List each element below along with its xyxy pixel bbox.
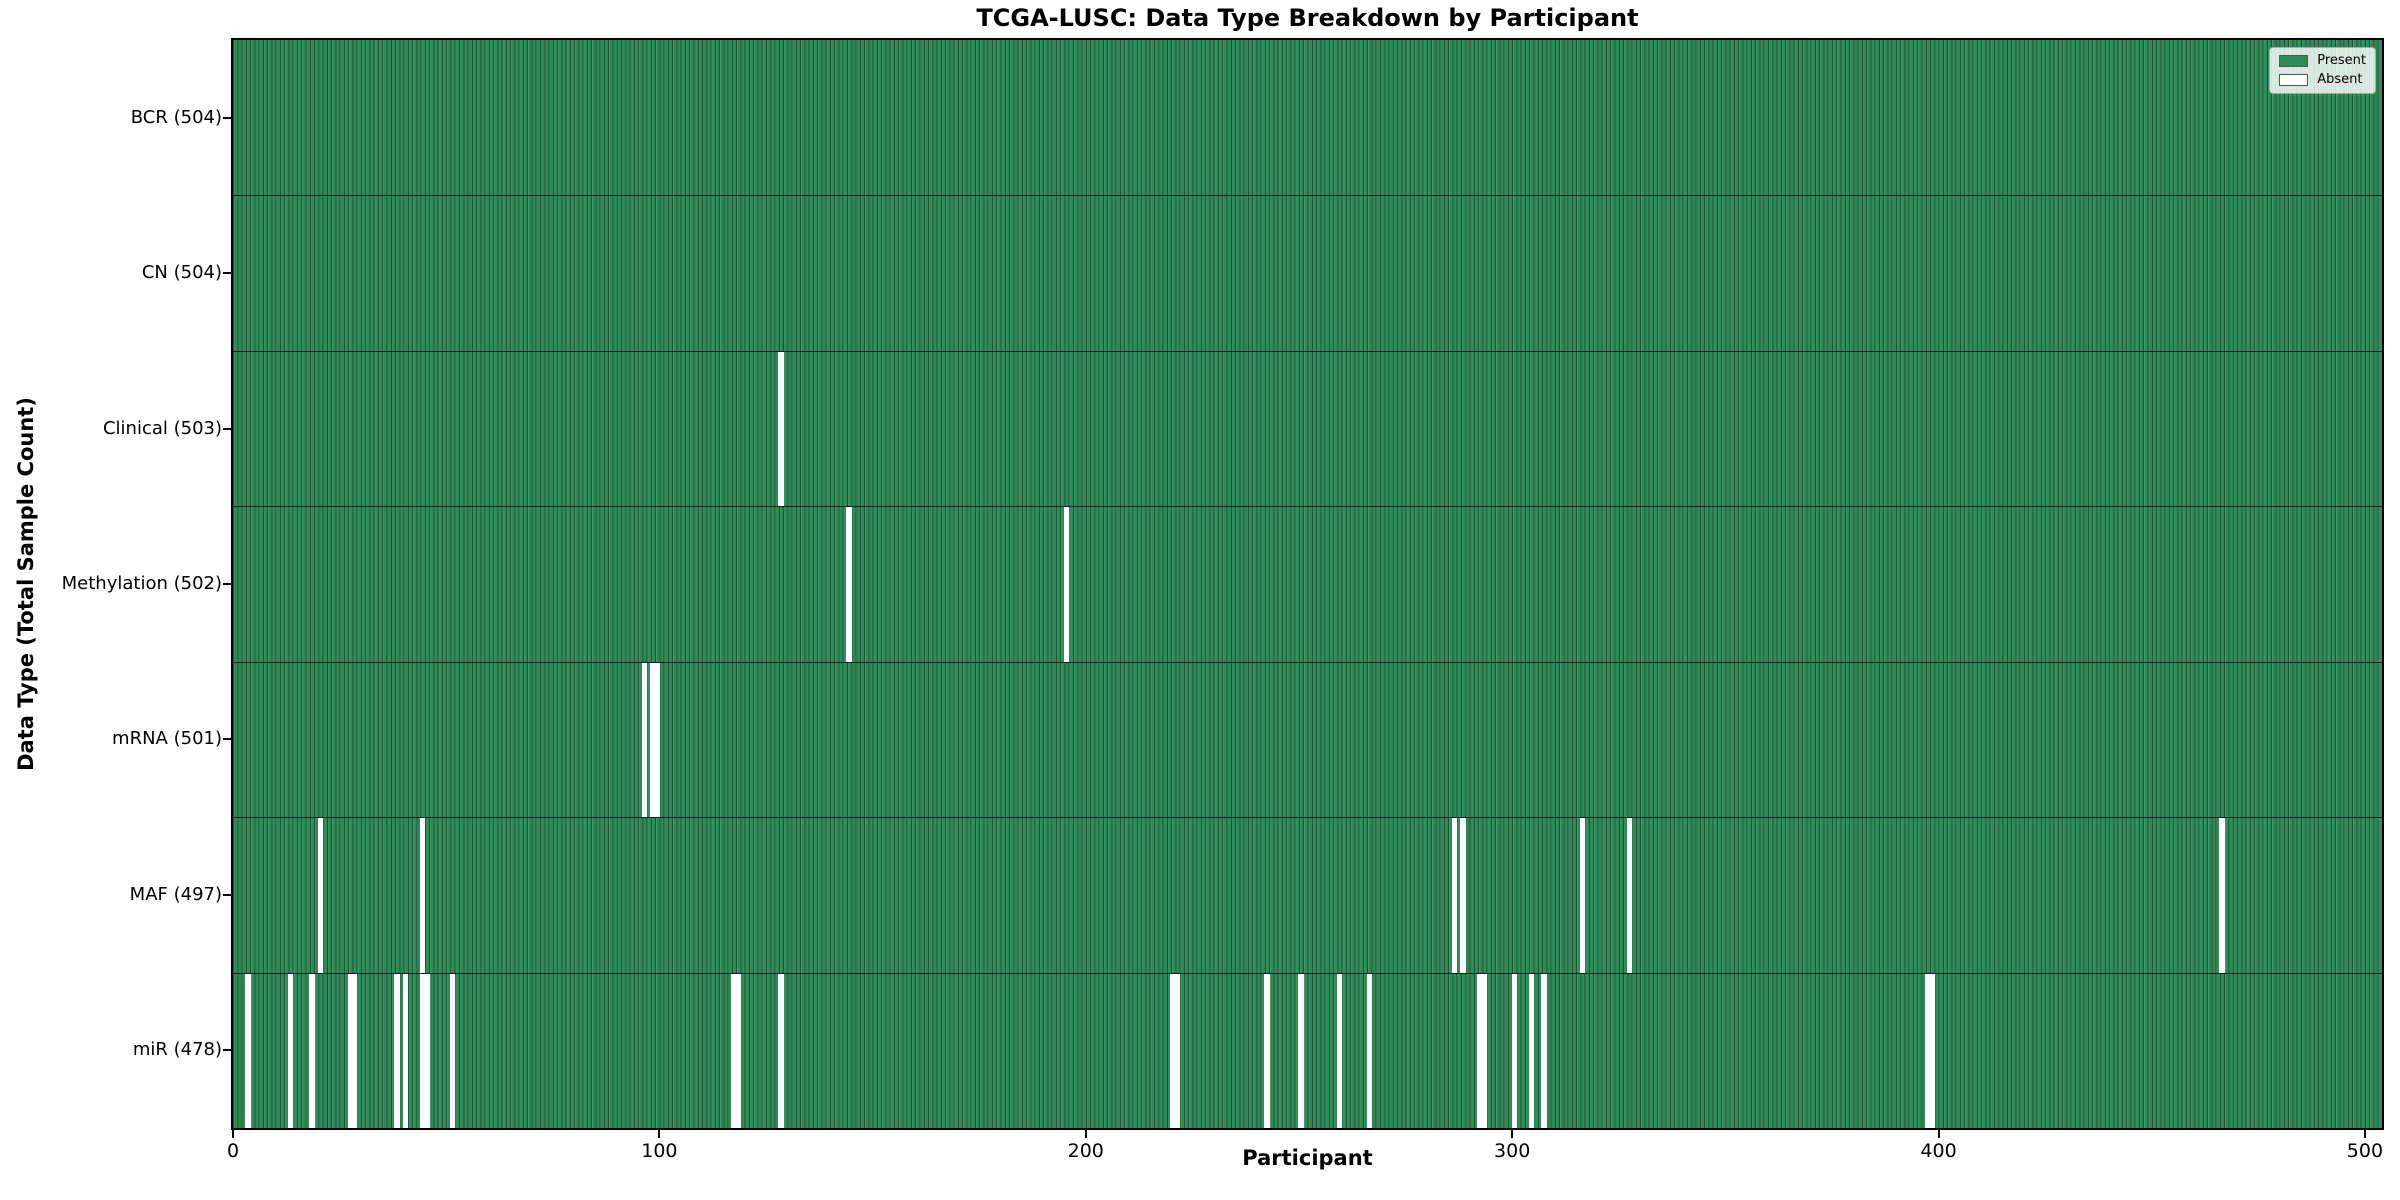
absent-gap-maf-327 bbox=[1626, 818, 1633, 973]
absent-gap-mir-220 bbox=[1170, 973, 1176, 1128]
row-clinical bbox=[233, 350, 2382, 507]
y-tick-mark-maf bbox=[223, 893, 231, 896]
y-tick-label-mrna: mRNA (501) bbox=[112, 728, 222, 750]
legend-label: Absent bbox=[2317, 72, 2363, 87]
absent-gap-mrna-96 bbox=[641, 662, 648, 818]
absent-gap-mir-40 bbox=[402, 973, 409, 1128]
legend-swatch-absent bbox=[2279, 74, 2309, 86]
y-tick-label-bcr: BCR (504) bbox=[130, 106, 222, 128]
absent-gap-mir-259 bbox=[1336, 973, 1343, 1128]
y-tick-label-methylation: Methylation (502) bbox=[61, 573, 222, 594]
row-maf bbox=[233, 817, 2382, 973]
legend-item-present: Present bbox=[2279, 54, 2366, 68]
absent-gap-maf-316 bbox=[1579, 818, 1586, 973]
x-tick-mark-400 bbox=[1937, 1130, 1940, 1138]
x-tick-mark-500 bbox=[2363, 1130, 2366, 1138]
y-tick-mark-mir bbox=[223, 1049, 231, 1052]
legend-item-absent: Absent bbox=[2279, 73, 2366, 87]
x-tick-mark-200 bbox=[1084, 1130, 1087, 1138]
y-tick-label-mir: miR (478) bbox=[132, 1039, 222, 1061]
x-tick-label-300: 300 bbox=[1494, 1140, 1531, 1162]
absent-gap-mir-221 bbox=[1174, 973, 1181, 1128]
row-bcr bbox=[233, 40, 2382, 196]
absent-gap-maf-44 bbox=[420, 818, 426, 973]
absent-gap-mir-250 bbox=[1298, 973, 1304, 1128]
x-tick-mark-100 bbox=[658, 1130, 661, 1138]
row-mrna bbox=[233, 661, 2382, 818]
x-tick-label-100: 100 bbox=[641, 1140, 678, 1162]
chart-title: TCGA-LUSC: Data Type Breakdown by Partic… bbox=[976, 4, 1639, 32]
absent-gap-mir-307 bbox=[1541, 973, 1547, 1128]
x-tick-label-0: 0 bbox=[226, 1140, 240, 1162]
absent-gap-maf-466 bbox=[2219, 818, 2225, 973]
absent-gap-maf-288 bbox=[1460, 818, 1466, 973]
absent-gap-mir-38 bbox=[394, 973, 400, 1128]
y-tick-mark-mrna bbox=[223, 738, 231, 741]
absent-gap-clinical-128 bbox=[778, 351, 784, 507]
plot-area: Present Absent bbox=[231, 38, 2384, 1130]
y-tick-mark-methylation bbox=[223, 583, 231, 585]
absent-gap-mir-397 bbox=[1925, 973, 1931, 1128]
absent-gap-maf-20 bbox=[317, 818, 324, 973]
x-tick-label-500: 500 bbox=[2346, 1140, 2384, 1162]
x-tick-mark-300 bbox=[1511, 1130, 1514, 1138]
absent-gap-mir-3 bbox=[245, 973, 251, 1128]
absent-gap-mir-13 bbox=[287, 973, 294, 1128]
absent-gap-mir-51 bbox=[449, 973, 456, 1128]
absent-gap-mir-117 bbox=[731, 973, 737, 1128]
x-tick-label-200: 200 bbox=[1067, 1140, 1104, 1162]
y-tick-mark-clinical bbox=[223, 427, 231, 430]
y-tick-mark-bcr bbox=[223, 116, 231, 119]
absent-gap-mir-28 bbox=[351, 973, 358, 1128]
row-cn bbox=[233, 195, 2382, 351]
absent-gap-mrna-98 bbox=[650, 662, 656, 818]
y-tick-label-clinical: Clinical (503) bbox=[102, 417, 222, 439]
absent-gap-mir-45 bbox=[424, 973, 430, 1128]
absent-gap-mir-292 bbox=[1477, 973, 1483, 1128]
absent-gap-methylation-195 bbox=[1063, 507, 1070, 662]
absent-gap-mir-18 bbox=[309, 973, 315, 1128]
x-tick-mark-0 bbox=[232, 1130, 234, 1138]
legend-label: Present bbox=[2317, 53, 2366, 68]
row-mir bbox=[233, 972, 2382, 1128]
y-tick-mark-cn bbox=[223, 272, 231, 275]
absent-gap-mir-398 bbox=[1929, 973, 1935, 1128]
absent-gap-mir-118 bbox=[735, 973, 741, 1128]
y-tick-label-cn: CN (504) bbox=[141, 262, 222, 284]
absent-gap-mir-293 bbox=[1481, 973, 1488, 1128]
legend-swatch-present bbox=[2279, 55, 2309, 67]
absent-gap-mrna-99 bbox=[654, 662, 660, 818]
x-axis-label: Participant bbox=[1242, 1146, 1373, 1170]
absent-gap-mir-128 bbox=[778, 973, 784, 1128]
absent-gap-mir-304 bbox=[1528, 973, 1535, 1128]
row-methylation bbox=[233, 506, 2382, 662]
absent-gap-mir-300 bbox=[1511, 973, 1518, 1128]
absent-gap-methylation-144 bbox=[846, 507, 852, 662]
absent-gap-mir-27 bbox=[347, 973, 353, 1128]
absent-gap-mir-266 bbox=[1366, 973, 1373, 1128]
absent-gap-maf-286 bbox=[1451, 818, 1458, 973]
x-tick-label-400: 400 bbox=[1920, 1140, 1957, 1162]
absent-gap-mir-242 bbox=[1264, 973, 1270, 1128]
absent-gap-mir-44 bbox=[420, 973, 426, 1128]
y-tick-label-maf: MAF (497) bbox=[129, 883, 222, 905]
legend: Present Absent bbox=[2269, 47, 2376, 94]
